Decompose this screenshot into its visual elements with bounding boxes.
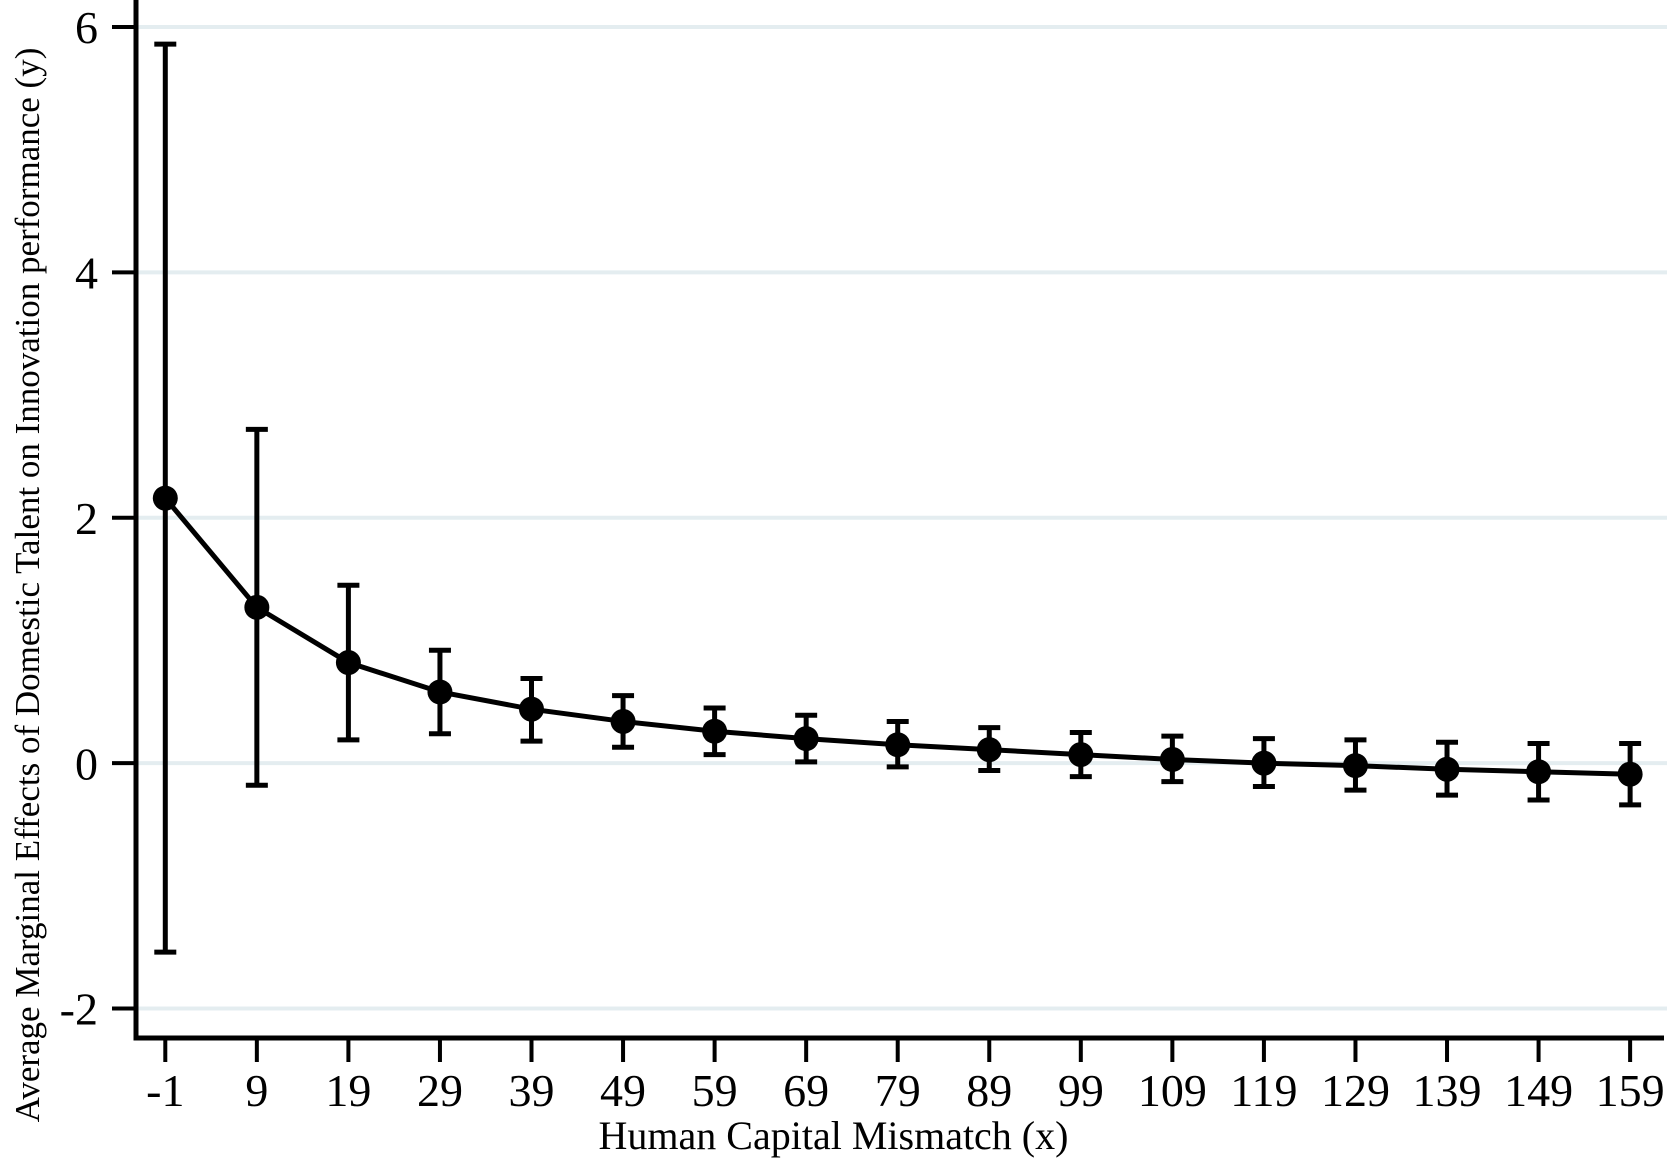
x-tick-label: 9 (245, 1065, 268, 1116)
x-tick-label: 69 (783, 1065, 829, 1116)
data-point (1434, 756, 1460, 782)
y-axis-title: Average Marginal Effects of Domestic Tal… (8, 47, 47, 1123)
data-point (427, 679, 453, 705)
y-tick-label: 0 (75, 738, 98, 789)
data-point (1526, 759, 1552, 785)
data-point (1068, 742, 1094, 768)
x-tick-label: 159 (1596, 1065, 1665, 1116)
data-point (702, 718, 728, 744)
x-tick-label: 139 (1413, 1065, 1482, 1116)
data-point (976, 737, 1002, 763)
x-tick-label: 29 (417, 1065, 463, 1116)
data-point (610, 708, 636, 734)
data-point (1617, 761, 1643, 787)
x-tick-label: 49 (600, 1065, 646, 1116)
y-tick-label: -2 (60, 984, 98, 1035)
data-point (1251, 750, 1277, 776)
data-point (335, 650, 361, 676)
data-point (885, 732, 911, 758)
x-tick-label: 89 (966, 1065, 1012, 1116)
x-tick-label: 99 (1058, 1065, 1104, 1116)
x-tick-label: 119 (1230, 1065, 1297, 1116)
x-tick-label: 79 (875, 1065, 921, 1116)
x-tick-label: 19 (325, 1065, 371, 1116)
data-point (519, 696, 545, 722)
y-tick-label: 2 (75, 493, 98, 544)
data-point (793, 726, 819, 752)
data-point (244, 594, 270, 620)
y-tick-label: 6 (75, 2, 98, 53)
x-tick-label: 109 (1138, 1065, 1207, 1116)
x-tick-label: 149 (1504, 1065, 1573, 1116)
x-tick-label: 129 (1321, 1065, 1390, 1116)
data-point (1342, 753, 1368, 779)
data-point (152, 485, 178, 511)
x-tick-label: 59 (692, 1065, 738, 1116)
y-tick-label: 4 (75, 247, 98, 298)
x-axis-title: Human Capital Mismatch (x) (598, 1113, 1069, 1158)
data-point (1159, 746, 1185, 772)
x-tick-label: 39 (509, 1065, 555, 1116)
x-tick-label: -1 (146, 1065, 184, 1116)
